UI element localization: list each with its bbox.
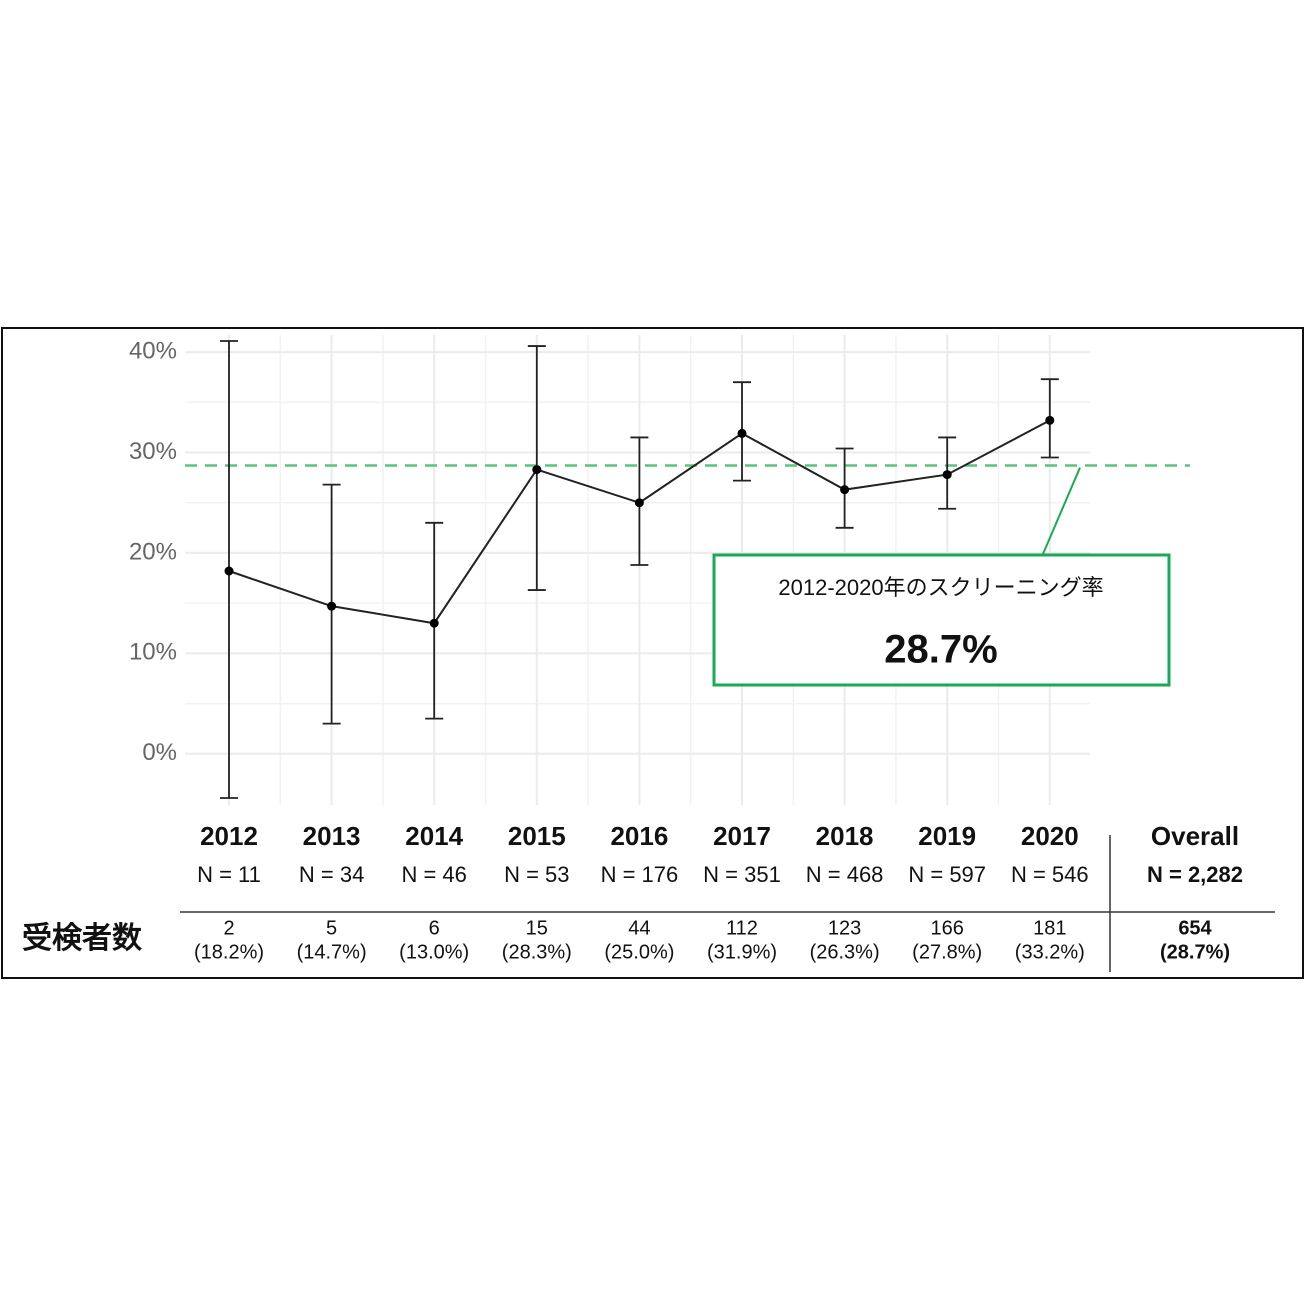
overall-percent: (28.7%) [1160, 941, 1230, 963]
n-label: N = 468 [806, 862, 884, 887]
x-tick-label: 2018 [816, 821, 874, 851]
point [1045, 415, 1055, 425]
y-tick-label: 40% [129, 337, 177, 364]
annotation-box [712, 553, 1171, 687]
point [429, 618, 439, 628]
point [327, 601, 337, 611]
n-label: N = 351 [703, 862, 781, 887]
overall-n: N = 2,282 [1147, 862, 1243, 887]
n-label: N = 34 [299, 862, 364, 887]
table-percent: (33.2%) [1015, 941, 1085, 963]
point [532, 465, 542, 475]
table-percent: (18.2%) [194, 941, 264, 963]
table-percent: (27.8%) [912, 941, 982, 963]
annotation-connector [1042, 467, 1081, 555]
y-tick-label: 20% [129, 538, 177, 565]
table-count: 181 [1033, 917, 1066, 939]
table-percent: (26.3%) [810, 941, 880, 963]
n-label: N = 11 [197, 862, 261, 887]
x-tick-label: 2020 [1021, 821, 1079, 851]
n-label: N = 546 [1011, 862, 1089, 887]
table-count: 15 [526, 917, 548, 939]
table-percent: (25.0%) [604, 941, 674, 963]
x-tick-label: 2016 [610, 821, 668, 851]
row-label: 受検者数 [22, 922, 143, 955]
table-count: 5 [326, 917, 337, 939]
table-percent: (14.7%) [297, 941, 367, 963]
overall-header: Overall [1151, 821, 1239, 851]
x-tick-label: 2017 [713, 821, 771, 851]
x-tick-label: 2015 [508, 821, 566, 851]
point [737, 428, 747, 438]
annotation-value: 28.7% [884, 628, 997, 672]
overall-count: 654 [1178, 917, 1212, 939]
table-count: 112 [726, 917, 758, 939]
point [840, 485, 850, 495]
annotation-text: 2012-2020年のスクリーニング率 [778, 575, 1103, 600]
n-label: N = 176 [601, 862, 679, 887]
n-label: N = 46 [401, 862, 466, 887]
y-tick-label: 10% [129, 639, 177, 666]
table-percent: (31.9%) [707, 941, 777, 963]
table-count: 123 [828, 917, 861, 939]
n-label: N = 53 [504, 862, 569, 887]
table-count: 6 [429, 917, 440, 939]
x-tick-label: 2019 [918, 821, 976, 851]
table-count: 44 [628, 917, 650, 939]
x-tick-label: 2014 [405, 821, 463, 851]
n-label: N = 597 [908, 862, 986, 887]
y-tick-label: 0% [142, 739, 177, 766]
x-tick-label: 2013 [303, 821, 361, 851]
table-percent: (28.3%) [502, 941, 572, 963]
table-count: 2 [223, 917, 234, 939]
table-count: 166 [931, 917, 964, 939]
y-tick-label: 30% [129, 438, 177, 465]
x-tick-label: 2012 [200, 821, 258, 851]
point [224, 566, 234, 576]
point [634, 498, 644, 508]
table-percent: (13.0%) [399, 941, 469, 963]
point [942, 470, 952, 480]
